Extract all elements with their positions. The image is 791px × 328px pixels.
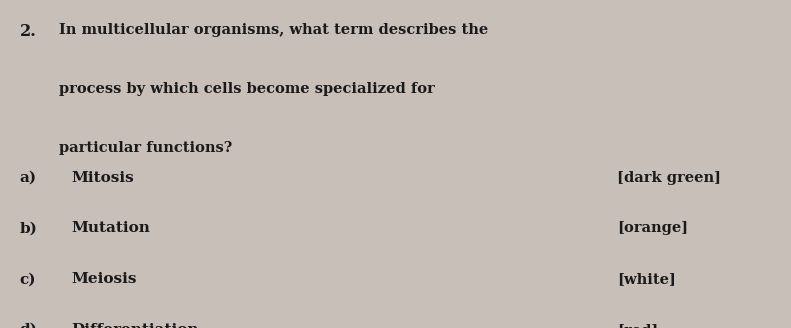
Text: particular functions?: particular functions? bbox=[59, 141, 233, 155]
Text: In multicellular organisms, what term describes the: In multicellular organisms, what term de… bbox=[59, 23, 489, 37]
Text: c): c) bbox=[20, 272, 36, 286]
Text: Mitosis: Mitosis bbox=[71, 171, 134, 185]
Text: d): d) bbox=[20, 323, 38, 328]
Text: [white]: [white] bbox=[617, 272, 676, 286]
Text: Meiosis: Meiosis bbox=[71, 272, 137, 286]
Text: process by which cells become specialized for: process by which cells become specialize… bbox=[59, 82, 435, 96]
Text: [orange]: [orange] bbox=[617, 221, 688, 236]
Text: Differentiation: Differentiation bbox=[71, 323, 199, 328]
Text: Mutation: Mutation bbox=[71, 221, 150, 236]
Text: 2.: 2. bbox=[20, 23, 36, 40]
Text: [red]: [red] bbox=[617, 323, 658, 328]
Text: b): b) bbox=[20, 221, 38, 236]
Text: [dark green]: [dark green] bbox=[617, 171, 721, 185]
Text: a): a) bbox=[20, 171, 37, 185]
